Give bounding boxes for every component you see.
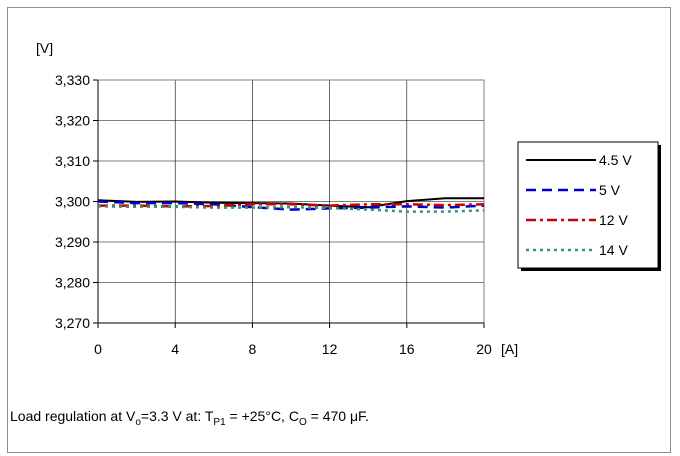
- x-axis-label: [A]: [501, 341, 518, 357]
- legend-box: [517, 141, 659, 269]
- legend-label-3: 12 V: [599, 212, 628, 228]
- figure-caption: Load regulation at Vo=3.3 V at: TP1 = +2…: [10, 408, 369, 428]
- y-tick-label: 3,320: [55, 113, 90, 129]
- y-tick-label: 3,300: [55, 194, 90, 210]
- y-tick-label: 3,290: [55, 234, 90, 250]
- x-tick-label: 16: [399, 341, 415, 357]
- caption-sub-o: o: [135, 416, 141, 428]
- series-line-2: [97, 200, 485, 211]
- x-tick-label: 20: [476, 341, 492, 357]
- x-tick-label: 0: [94, 341, 102, 357]
- y-tick-labels: 3,270 3,280 3,290 3,300 3,310 3,320 3,330: [55, 72, 90, 331]
- y-tick-label: 3,280: [55, 275, 90, 291]
- x-tick-labels: 0 4 8 12 16 20: [94, 341, 492, 357]
- caption-sub-co: O: [298, 416, 307, 428]
- y-axis-label: [V]: [36, 40, 53, 56]
- y-tick-label: 3,330: [55, 72, 90, 88]
- legend-label-1: 4.5 V: [599, 152, 632, 168]
- legend-label-4: 14 V: [599, 242, 628, 258]
- x-tick-label: 4: [171, 341, 179, 357]
- caption-prefix: Load regulation at V: [10, 408, 136, 424]
- caption-sub-p1: P1: [213, 416, 226, 428]
- x-tick-label: 8: [249, 341, 257, 357]
- caption-mid1: =3.3 V at: T: [140, 408, 214, 424]
- legend: 4.5 V 5 V 12 V 14 V: [517, 141, 661, 271]
- y-tick-label: 3,310: [55, 153, 90, 169]
- x-tick-label: 12: [322, 341, 338, 357]
- legend-label-2: 5 V: [599, 182, 621, 198]
- caption-mid2: = +25°C, C: [225, 408, 299, 424]
- series-line-4: [97, 205, 485, 213]
- chart-frame: [7, 7, 671, 453]
- series-lines: [97, 197, 485, 213]
- caption-suffix: = 470 μF.: [306, 408, 369, 424]
- y-tick-label: 3,270: [55, 315, 90, 331]
